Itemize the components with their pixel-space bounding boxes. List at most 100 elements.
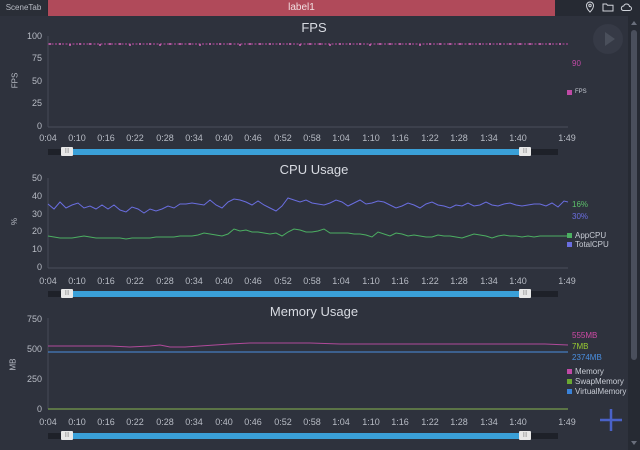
x-tick: 0:16 — [97, 417, 115, 427]
scroll-thumb[interactable] — [631, 30, 637, 360]
x-tick: 0:10 — [68, 276, 86, 286]
x-tick: 1:40 — [509, 276, 527, 286]
x-tick: 1:28 — [450, 276, 468, 286]
x-tick: 1:04 — [332, 417, 350, 427]
slider-handle-start[interactable]: ||| — [61, 289, 73, 298]
y-tick: 50 — [31, 76, 42, 86]
x-tick: 0:40 — [215, 417, 233, 427]
vertical-scrollbar[interactable] — [628, 16, 640, 450]
slider-fill — [66, 291, 524, 297]
y-tick: 30 — [31, 209, 42, 219]
x-tick: 0:04 — [39, 417, 57, 427]
x-tick: 0:04 — [39, 276, 57, 286]
top-bar: SceneTab label1 — [0, 0, 640, 16]
scroll-up-arrow-icon[interactable] — [631, 21, 637, 25]
legend-virtual-memory[interactable]: VirtualMemory — [567, 387, 626, 396]
x-tick: 0:28 — [156, 417, 174, 427]
legend-memory[interactable]: Memory — [567, 367, 604, 376]
x-tick: 0:52 — [274, 276, 292, 286]
legend-label: AppCPU — [575, 231, 607, 240]
x-tick: 0:58 — [303, 276, 321, 286]
x-tick: 1:16 — [391, 417, 409, 427]
legend-swatch — [567, 89, 572, 95]
x-tick: 0:28 — [156, 133, 174, 143]
slider-handle-end[interactable]: ||| — [519, 289, 531, 298]
legend-fps[interactable]: FPS — [567, 89, 587, 95]
x-tick: 1:34 — [480, 133, 498, 143]
play-button[interactable] — [593, 24, 623, 54]
legend-swatch — [567, 379, 572, 384]
x-tick: 1:49 — [558, 133, 576, 143]
memory-current-value: 555MB — [572, 331, 598, 340]
slider-handle-end[interactable]: ||| — [519, 431, 531, 440]
slider-handle-start[interactable]: ||| — [61, 147, 73, 156]
legend-swap-memory[interactable]: SwapMemory — [567, 377, 624, 386]
x-tick: 0:22 — [126, 276, 144, 286]
y-tick: 0 — [36, 121, 42, 131]
x-tick: 0:34 — [185, 133, 203, 143]
x-tick: 1:10 — [362, 417, 380, 427]
x-tick: 0:04 — [39, 133, 57, 143]
legend-label: Memory — [575, 367, 604, 376]
slider-handle-end[interactable]: ||| — [519, 147, 531, 156]
y-tick: 0 — [36, 404, 42, 414]
label-bar: label1 — [48, 0, 555, 16]
x-tick: 0:52 — [274, 417, 292, 427]
scroll-down-arrow-icon[interactable] — [631, 441, 637, 445]
slider-fill — [66, 433, 524, 439]
x-tick: 0:34 — [185, 276, 203, 286]
legend-app-cpu[interactable]: AppCPU — [567, 231, 606, 240]
legend-total-cpu[interactable]: TotalCPU — [567, 240, 609, 249]
x-tick: 0:28 — [156, 276, 174, 286]
x-tick: 1:34 — [480, 417, 498, 427]
total-cpu-current-value: 30% — [572, 212, 589, 221]
legend-label: TotalCPU — [575, 240, 609, 249]
x-tick: 0:10 — [68, 133, 86, 143]
x-tick: 1:40 — [509, 417, 527, 427]
legend-label: FPS — [575, 89, 587, 95]
y-tick: 75 — [31, 53, 42, 63]
y-tick: 750 — [26, 314, 42, 324]
legend-swatch — [567, 242, 572, 247]
y-tick: 25 — [31, 98, 42, 108]
y-tick: 500 — [26, 344, 42, 354]
x-tick: 0:34 — [185, 417, 203, 427]
y-tick: 40 — [31, 191, 42, 201]
scene-tab[interactable]: SceneTab — [0, 0, 47, 16]
fps-chart-title: FPS — [301, 20, 327, 35]
legend-swatch — [567, 389, 572, 394]
slider-handle-start[interactable]: ||| — [61, 431, 73, 440]
location-pin-icon[interactable] — [584, 1, 596, 13]
x-tick: 0:58 — [303, 417, 321, 427]
x-tick: 1:49 — [558, 417, 576, 427]
slider-fill — [66, 149, 524, 155]
x-tick: 1:16 — [391, 276, 409, 286]
y-tick: 100 — [26, 31, 42, 41]
x-tick: 0:16 — [97, 133, 115, 143]
folder-icon[interactable] — [602, 1, 614, 13]
cloud-icon[interactable] — [620, 1, 632, 13]
x-tick: 0:22 — [126, 417, 144, 427]
x-tick: 0:16 — [97, 276, 115, 286]
cpu-chart-title: CPU Usage — [279, 162, 349, 177]
y-tick: 10 — [31, 244, 42, 254]
x-tick: 1:22 — [421, 133, 439, 143]
x-tick: 0:46 — [244, 417, 262, 427]
legend-swatch — [567, 369, 572, 374]
x-tick: 0:46 — [244, 276, 262, 286]
x-tick: 1:16 — [391, 133, 409, 143]
memory-chart-title: Memory Usage — [269, 304, 359, 319]
add-icon[interactable] — [598, 407, 624, 433]
x-tick: 0:10 — [68, 417, 86, 427]
x-tick: 1:10 — [362, 276, 380, 286]
y-tick: 50 — [31, 173, 42, 183]
legend-label: VirtualMemory — [575, 387, 627, 396]
x-tick: 0:40 — [215, 276, 233, 286]
x-tick: 1:10 — [362, 133, 380, 143]
x-tick: 0:58 — [303, 133, 321, 143]
x-tick: 1:34 — [480, 276, 498, 286]
x-tick: 1:49 — [558, 276, 576, 286]
